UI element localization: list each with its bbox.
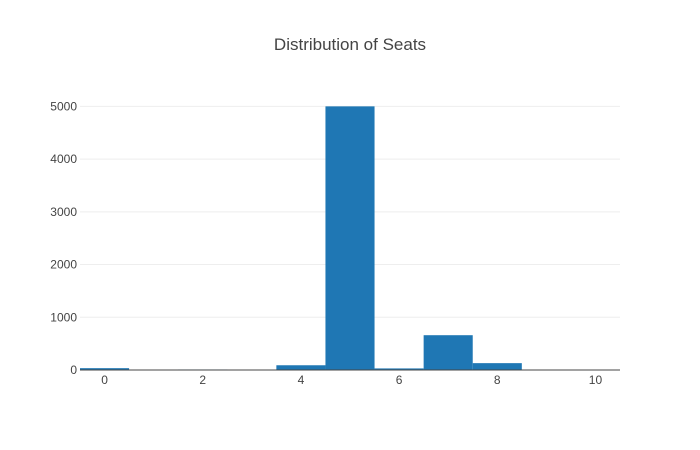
bar-x-7 [423,335,473,370]
bar-x-4 [276,365,326,370]
x-tick-label: 0 [101,373,108,387]
x-tick-label: 8 [494,373,501,387]
x-tick-label: 10 [589,373,603,387]
bar-x-5 [325,106,375,370]
bar-x-8 [472,363,522,370]
x-tick-label: 2 [199,373,206,387]
bar-x-0 [80,368,130,370]
axes: 0 1000 2000 3000 4000 5000 0 2 4 6 8 10 [50,99,620,387]
y-tick-label: 2000 [50,258,77,272]
bar-x-6 [374,368,424,370]
y-tick-label: 4000 [50,152,77,166]
x-tick-label: 6 [396,373,403,387]
y-tick-label: 3000 [50,205,77,219]
x-tick-label: 4 [298,373,305,387]
chart-title: Distribution of Seats [274,35,426,54]
bars [80,106,620,370]
y-tick-label: 1000 [50,310,77,324]
y-tick-label: 5000 [50,99,77,113]
y-tick-label: 0 [70,363,77,377]
